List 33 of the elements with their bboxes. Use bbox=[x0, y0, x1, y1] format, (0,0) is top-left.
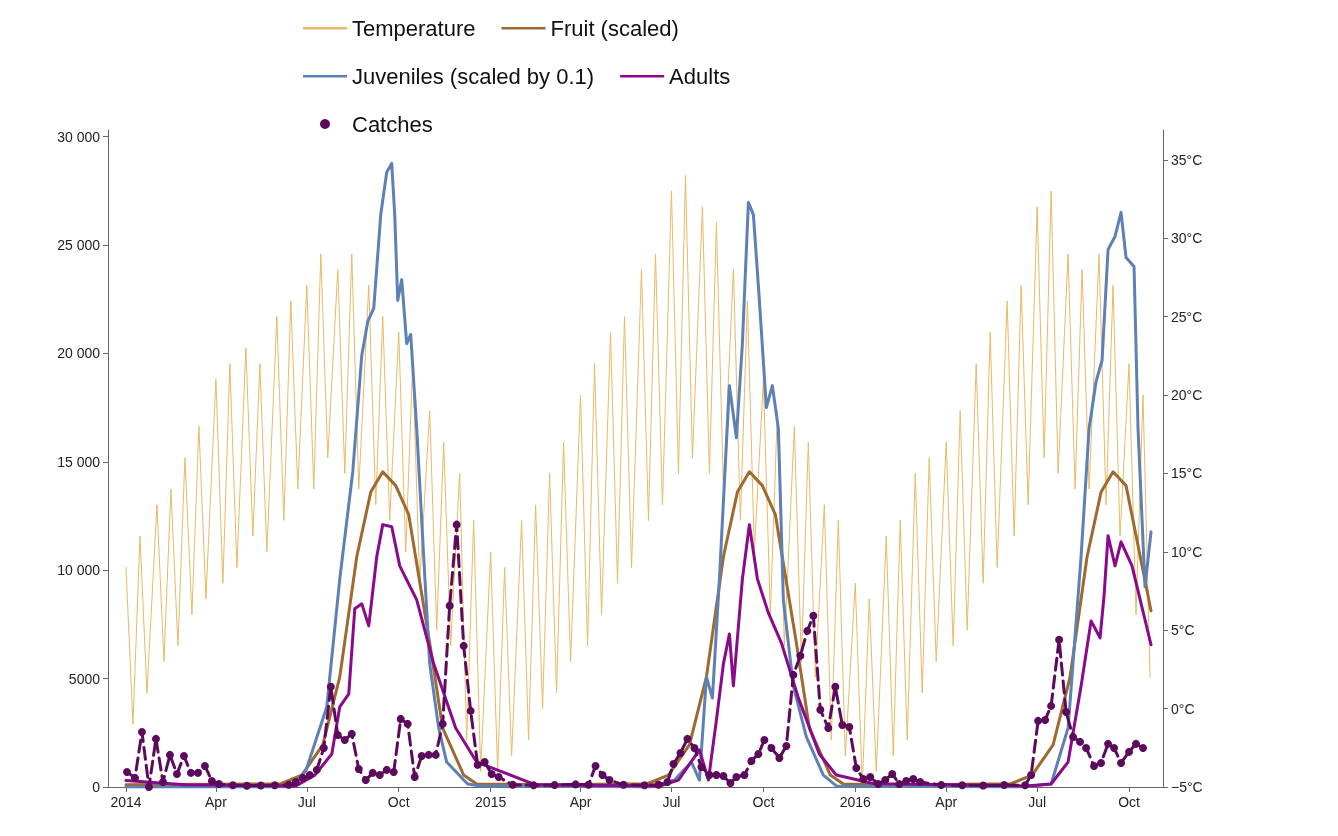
y2-tick-label: 0°C bbox=[1171, 700, 1195, 717]
y-tick-label: 10 000 bbox=[57, 562, 101, 579]
legend-label: Fruit (scaled) bbox=[550, 15, 679, 41]
x-tick-label: Oct bbox=[387, 794, 410, 810]
y2-tick-label: 5°C bbox=[1171, 622, 1195, 639]
legend-label: Adults bbox=[669, 63, 731, 89]
x-tick-label: Oct bbox=[752, 794, 775, 810]
y-tick-label: 20 000 bbox=[57, 345, 101, 362]
y2-tick-label: 35°C bbox=[1171, 151, 1203, 168]
legend-label: Temperature bbox=[352, 15, 476, 41]
x-tick-label: Jul bbox=[297, 794, 316, 810]
legend-label: Catches bbox=[352, 111, 433, 137]
y-tick-label: 30 000 bbox=[57, 128, 101, 145]
y2-tick-label: 25°C bbox=[1171, 308, 1203, 325]
x-tick-label: Apr bbox=[569, 794, 592, 810]
y-tick-label: 5000 bbox=[68, 670, 101, 687]
x-tick-label: 2016 bbox=[839, 794, 872, 810]
y-tick-label: 0 bbox=[92, 779, 101, 795]
y2-tick-label: 10°C bbox=[1171, 543, 1203, 560]
x-tick-label: 2015 bbox=[475, 794, 507, 810]
y2-tick-label: 15°C bbox=[1171, 465, 1203, 482]
x-tick-label: Apr bbox=[205, 794, 228, 810]
x-tick-label: Jul bbox=[1028, 794, 1047, 810]
y-tick-label: 25 000 bbox=[57, 236, 101, 253]
y2-tick-label: 30°C bbox=[1171, 230, 1203, 247]
x-tick-label: 2014 bbox=[110, 794, 142, 810]
x-tick-label: Oct bbox=[1118, 794, 1141, 810]
x-tick-label: Apr bbox=[935, 794, 958, 810]
y2-tick-label: 20°C bbox=[1171, 387, 1203, 403]
y2-tick-label: −5°C bbox=[1171, 779, 1203, 795]
x-tick-label: Jul bbox=[662, 794, 681, 810]
legend-label: Juveniles (scaled by 0.1) bbox=[352, 63, 595, 89]
y-tick-label: 15 000 bbox=[57, 453, 101, 470]
